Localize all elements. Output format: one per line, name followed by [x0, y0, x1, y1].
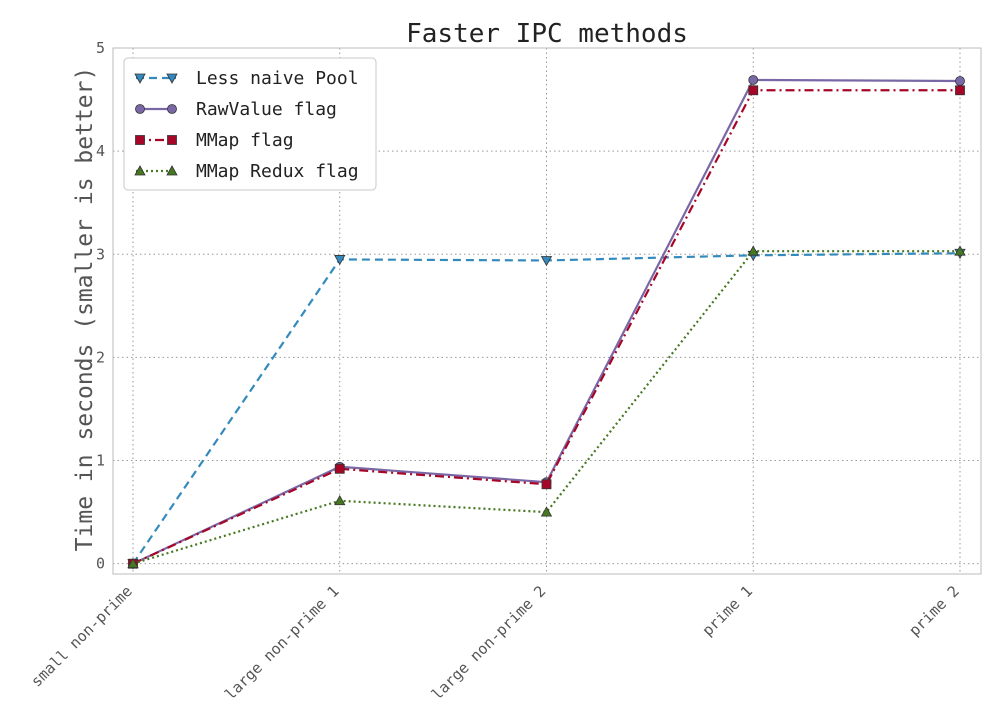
- series-lines: [127, 75, 966, 570]
- x-tick-label: large non-prime 1: [221, 582, 342, 703]
- y-tick-label: 2: [96, 348, 105, 366]
- legend-label: RawValue flag: [196, 99, 337, 120]
- legend-label: MMap flag: [196, 130, 294, 151]
- legend: Less naive Pool RawValue flag MMap flag MMa…: [123, 57, 377, 191]
- legend-marker: [166, 73, 178, 84]
- data-point: [955, 76, 965, 86]
- plot-frame: [112, 47, 982, 575]
- legend-marker: [134, 73, 146, 84]
- y-tick-label: 3: [96, 245, 105, 263]
- y-tick-label: 0: [96, 555, 105, 573]
- data-point: [540, 506, 553, 517]
- x-tick-label: small non-prime: [27, 582, 136, 691]
- legend-label: Less naive Pool: [196, 68, 359, 89]
- data-point: [747, 245, 759, 256]
- data-point: [334, 463, 345, 474]
- legend-label: MMap Redux flag: [196, 161, 359, 182]
- data-point: [954, 245, 966, 256]
- data-point: [748, 85, 759, 96]
- legend-marker: [166, 165, 178, 176]
- series-line: [132, 250, 960, 565]
- data-point: [541, 479, 552, 490]
- y-tick-labels: 0 1 2 3 4 5: [96, 39, 105, 573]
- legend-marker: [135, 104, 145, 114]
- y-tick-label: 1: [96, 452, 105, 470]
- data-point: [127, 557, 139, 569]
- legend-marker: [167, 135, 177, 145]
- y-axis-label: Time in seconds (smaller is better): [72, 67, 98, 552]
- x-tick-label: prime 1: [699, 582, 756, 639]
- legend-marker: [167, 104, 177, 114]
- y-tick-label: 4: [96, 142, 105, 160]
- x-tick-label: prime 2: [905, 582, 962, 639]
- y-tick-label: 5: [96, 39, 105, 57]
- data-point: [955, 85, 965, 96]
- chart-title: Faster IPC methods: [406, 19, 688, 49]
- x-tick-labels: small non-prime large non-prime 1 large no…: [27, 582, 963, 703]
- data-point: [540, 256, 553, 267]
- legend-box: [123, 57, 377, 191]
- data-point: [334, 255, 346, 266]
- data-point: [334, 494, 346, 506]
- legend-marker: [135, 135, 145, 145]
- x-tick-label: large non-prime 2: [428, 582, 549, 703]
- data-point: [748, 75, 759, 85]
- legend-marker: [134, 165, 146, 176]
